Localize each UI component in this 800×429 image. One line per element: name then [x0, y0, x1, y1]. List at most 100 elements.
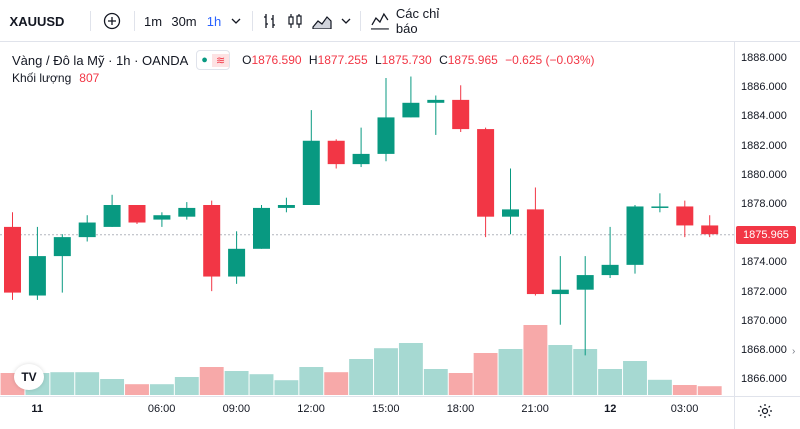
volume-bar: [697, 386, 722, 395]
price-tick: 1878.000: [741, 198, 787, 210]
price-tick: 1882.000: [741, 139, 787, 152]
volume-bar: [647, 379, 672, 395]
price-axis[interactable]: 1888.000 1886.000 1884.000 1882.000 1880.000…: [734, 42, 800, 396]
candle-body[interactable]: [651, 206, 669, 208]
candle-body[interactable]: [701, 225, 719, 235]
volume-bar: [249, 374, 274, 395]
volume-bar: [398, 343, 423, 395]
close-label: C: [439, 53, 448, 67]
price-tick: 1880.000: [741, 168, 787, 181]
candle-body[interactable]: [327, 140, 345, 165]
high-value: 1877.255: [317, 53, 368, 67]
candle-body[interactable]: [402, 102, 420, 118]
candle-body[interactable]: [601, 264, 619, 276]
candle-body[interactable]: [4, 226, 21, 293]
candle-body[interactable]: [526, 209, 544, 295]
candle-body[interactable]: [502, 209, 519, 217]
volume-bar: [324, 372, 349, 395]
ohlc-values: O1876.590 H1877.255 L1875.730 C1875.965 …: [242, 53, 598, 67]
volume-bar: [448, 373, 473, 395]
time-tick: 11: [31, 403, 44, 415]
toolbar-divider: [134, 11, 135, 31]
candle-body[interactable]: [203, 205, 221, 277]
volume-label[interactable]: Khối lượng: [12, 71, 72, 85]
axis-corner: [734, 396, 800, 429]
settings-gear-icon[interactable]: [757, 403, 773, 419]
volume-bar: [523, 325, 548, 395]
chart-style-dropdown-button[interactable]: [338, 0, 354, 42]
candle-body[interactable]: [352, 153, 370, 165]
candle-body[interactable]: [178, 207, 196, 217]
time-axis[interactable]: 11 06:00 09:00 12:00 15:00 18:00 21:00 12 03:00: [0, 396, 734, 429]
interval-1h-button[interactable]: 1h: [206, 13, 222, 29]
time-tick: 12: [604, 403, 617, 415]
add-symbol-button[interactable]: [100, 0, 124, 42]
candle-body[interactable]: [78, 222, 96, 238]
volume-bar: [598, 369, 623, 395]
volume-bar: [149, 384, 174, 395]
volume-bar: [174, 377, 199, 395]
time-tick: 03:00: [670, 403, 699, 415]
candle-body[interactable]: [302, 140, 320, 205]
volume-bar: [473, 353, 498, 395]
candle-body[interactable]: [103, 205, 121, 227]
candlestick-chart[interactable]: [0, 42, 734, 396]
bar-style-icon: [264, 14, 275, 28]
time-tick: 12:00: [297, 403, 325, 415]
candle-body[interactable]: [676, 206, 694, 226]
volume-bar: [672, 385, 697, 395]
candle-body[interactable]: [53, 237, 71, 257]
area-style-icon: [312, 16, 332, 29]
chart-pane[interactable]: [0, 42, 734, 396]
indicators-button[interactable]: Các chỉ báo: [370, 0, 464, 42]
bar-style-button[interactable]: [259, 0, 281, 42]
time-tick: 18:00: [446, 403, 475, 415]
interval-dropdown-button[interactable]: [228, 0, 244, 42]
symbol-search[interactable]: XAUUSD: [9, 13, 65, 29]
volume-bar: [423, 369, 448, 395]
market-status-icon[interactable]: ●: [201, 54, 208, 66]
candle-body[interactable]: [228, 248, 246, 277]
volume-legend: Khối lượng 807: [12, 71, 99, 85]
candle-body[interactable]: [626, 206, 644, 265]
chevron-right-icon[interactable]: ›: [792, 346, 796, 357]
price-tick: 1868.000: [741, 344, 787, 356]
volume-value: 807: [79, 71, 100, 85]
candle-body[interactable]: [477, 129, 495, 217]
currency-icon[interactable]: ≋: [211, 53, 230, 67]
indicators-icon: [370, 12, 389, 30]
price-tick: 1884.000: [741, 110, 787, 123]
volume-bar: [623, 361, 647, 395]
legend-pill: ● ≋: [196, 50, 231, 70]
tradingview-logo[interactable]: TV: [14, 364, 44, 390]
interval-30m-button[interactable]: 30m: [171, 13, 197, 29]
price-tick: 1886.000: [741, 81, 787, 94]
volume-bar: [199, 367, 224, 395]
candle-style-button[interactable]: [284, 0, 306, 42]
top-toolbar: XAUUSD 1m 30m 1h Các chỉ báo: [0, 0, 800, 42]
close-value: 1875.965: [447, 53, 498, 67]
symbol-title[interactable]: Vàng / Đô la Mỹ · 1h · OANDA: [12, 52, 189, 68]
candle-body[interactable]: [153, 215, 171, 220]
candle-body[interactable]: [551, 289, 569, 295]
candle-body[interactable]: [253, 207, 270, 249]
volume-bar: [274, 380, 299, 395]
chevron-down-icon: [341, 18, 351, 24]
indicators-label: Các chỉ báo: [395, 6, 440, 36]
candle-body[interactable]: [427, 99, 445, 103]
toolbar-divider: [252, 11, 253, 31]
candle-body[interactable]: [277, 205, 295, 208]
price-tick: 1870.000: [741, 314, 787, 327]
candle-body[interactable]: [576, 275, 594, 290]
volume-bar: [299, 367, 324, 395]
candle-body[interactable]: [452, 99, 470, 130]
area-style-button[interactable]: [310, 0, 334, 42]
candle-body[interactable]: [377, 117, 395, 154]
current-price-label: 1875.965: [736, 225, 796, 244]
toolbar-divider: [360, 11, 361, 31]
low-label: L: [374, 53, 382, 67]
open-label: O: [242, 53, 252, 67]
candle-body[interactable]: [28, 256, 46, 296]
interval-1m-button[interactable]: 1m: [143, 13, 163, 29]
candle-body[interactable]: [128, 205, 146, 223]
